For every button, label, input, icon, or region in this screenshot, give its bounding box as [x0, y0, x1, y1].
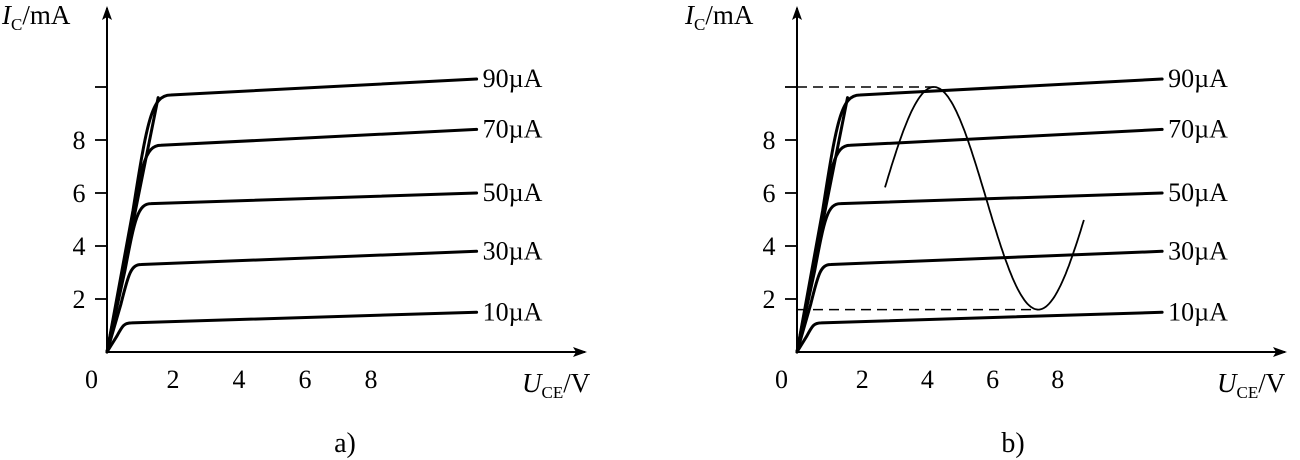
- panel-b: 0 2 4 6 8 2 4 6 8 IC/mA UCE/V 10µA 30µA 50µA 70µA 90µA b…: [684, 0, 1287, 459]
- curve-label: 50µA: [1168, 178, 1228, 207]
- panel-caption: b): [1001, 428, 1024, 459]
- curve-label: 30µA: [1168, 236, 1228, 265]
- saturation-boundary: [795, 96, 850, 354]
- x-tick-label: 4: [233, 365, 246, 394]
- x-tick-label: 8: [1051, 365, 1064, 394]
- curve-label: 30µA: [483, 236, 543, 265]
- curve-label: 50µA: [483, 178, 543, 207]
- characteristic-curve: [105, 77, 479, 354]
- x-tick-label: 2: [856, 365, 869, 394]
- characteristic-curve: [105, 191, 479, 354]
- characteristic-curve: [795, 310, 1164, 354]
- characteristic-curve: [105, 249, 479, 354]
- characteristic-curve: [795, 77, 1164, 354]
- curve-label: 90µA: [483, 64, 543, 93]
- characteristic-curve: [795, 249, 1164, 354]
- origin-label: 0: [775, 365, 788, 394]
- curve-label: 10µA: [483, 297, 543, 326]
- x-axis-title: UCE/V: [522, 368, 591, 402]
- y-tick-label: 6: [73, 179, 86, 208]
- curve-label: 90µA: [1168, 64, 1228, 93]
- panel-a: 0 2 4 6 8 2 4 6 8 IC/mA UCE/V 10µA 30µA 50µA 70µA 90µA a…: [1, 0, 591, 459]
- saturation-boundary: [105, 96, 160, 354]
- x-tick-label: 2: [167, 365, 180, 394]
- y-tick-label: 8: [73, 126, 86, 155]
- x-tick-label: 4: [921, 365, 934, 394]
- panel-caption: a): [334, 428, 356, 459]
- characteristic-curve: [105, 310, 479, 354]
- x-tick-label: 8: [365, 365, 378, 394]
- y-axis-title: IC/mA: [684, 0, 754, 34]
- y-tick-label: 4: [763, 232, 776, 261]
- y-tick-label: 8: [763, 126, 776, 155]
- x-tick-label: 6: [986, 365, 999, 394]
- curve-label: 70µA: [483, 114, 543, 143]
- y-axis-title: IC/mA: [1, 0, 71, 34]
- y-tick-label: 6: [763, 179, 776, 208]
- x-axis-title: UCE/V: [1217, 368, 1286, 402]
- origin-label: 0: [85, 365, 98, 394]
- x-tick-label: 6: [299, 365, 312, 394]
- curve-label: 70µA: [1168, 114, 1228, 143]
- y-tick-label: 2: [763, 285, 776, 314]
- y-tick-label: 4: [73, 232, 86, 261]
- curve-label: 10µA: [1168, 297, 1228, 326]
- sine-wave: [884, 86, 1085, 311]
- y-tick-label: 2: [73, 285, 86, 314]
- characteristic-curve: [795, 191, 1164, 354]
